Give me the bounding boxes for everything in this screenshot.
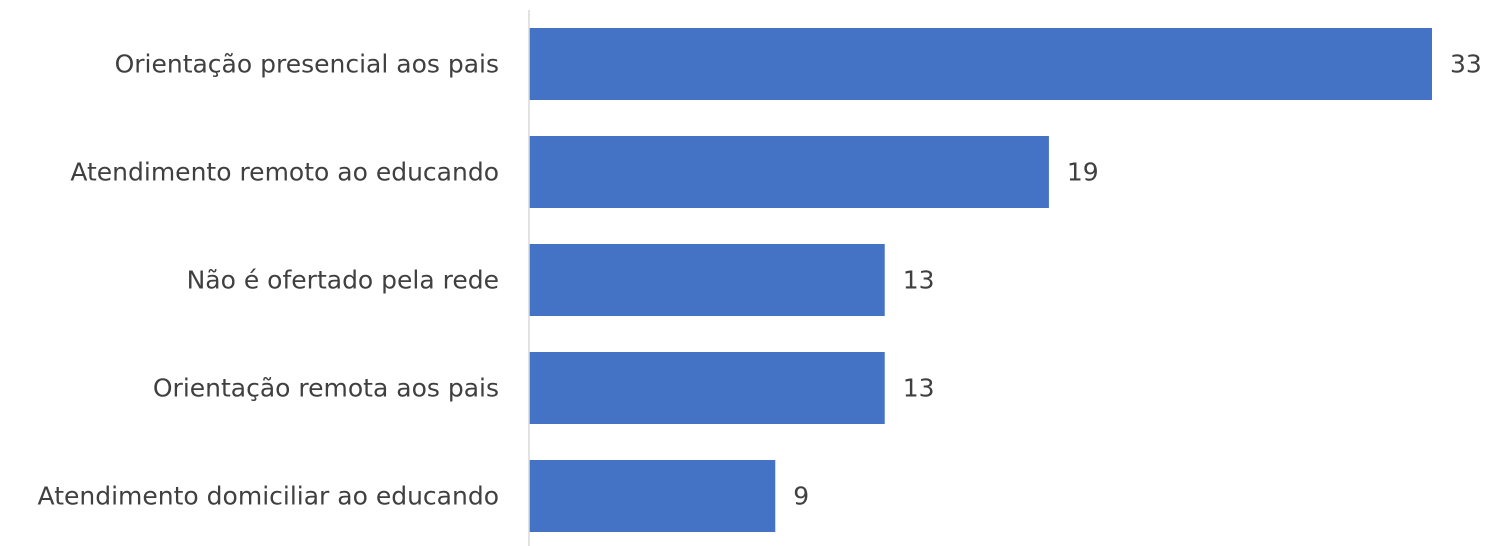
value-label: 33 — [1450, 50, 1482, 79]
value-labels: 33 19 13 13 9 — [793, 50, 1482, 511]
bar — [529, 28, 1432, 100]
category-label: Atendimento domiciliar ao educando — [38, 482, 499, 511]
bar — [529, 460, 776, 532]
bars-layer — [529, 28, 1432, 532]
bar — [529, 244, 885, 316]
category-label: Atendimento remoto ao educando — [70, 158, 499, 187]
category-label: Orientação presencial aos pais — [115, 50, 499, 79]
bar — [529, 352, 885, 424]
value-label: 13 — [903, 374, 935, 403]
category-label: Não é ofertado pela rede — [187, 266, 499, 295]
value-label: 19 — [1067, 158, 1099, 187]
value-label: 13 — [903, 266, 935, 295]
bar — [529, 136, 1049, 208]
value-label: 9 — [793, 482, 809, 511]
category-label: Orientação remota aos pais — [153, 374, 499, 403]
category-labels: Orientação presencial aos pais Atendiment… — [38, 50, 499, 511]
